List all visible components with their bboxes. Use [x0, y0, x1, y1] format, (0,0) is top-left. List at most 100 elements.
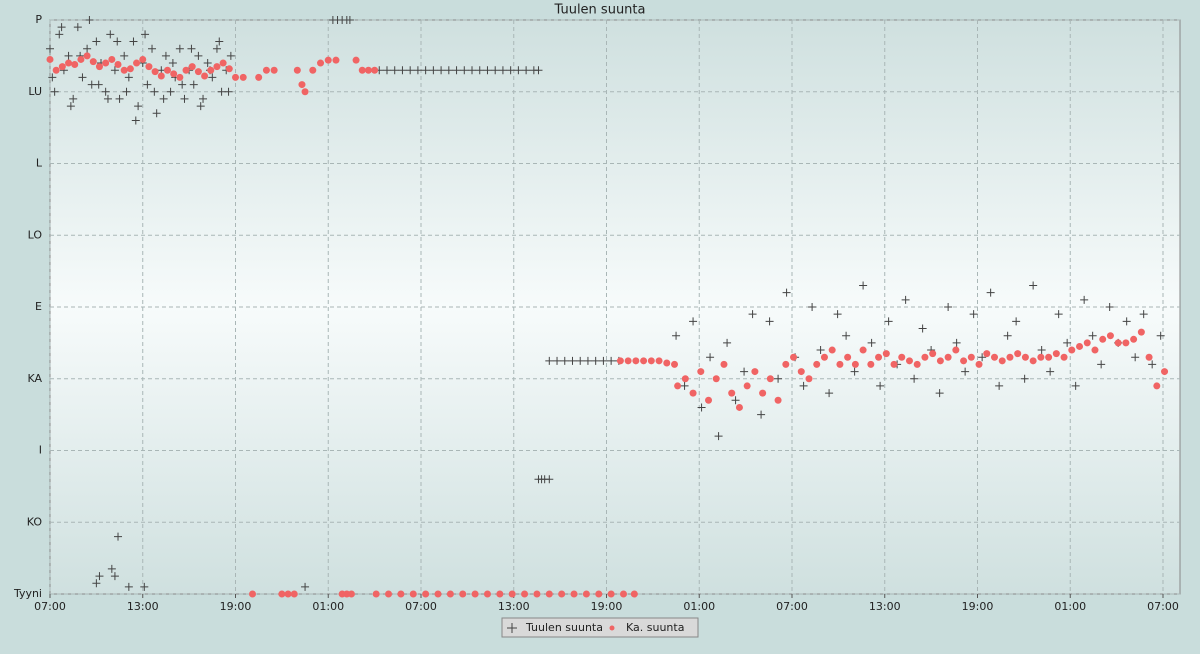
data-point: [797, 368, 805, 376]
y-tick-label: KO: [27, 515, 43, 528]
data-point: [521, 590, 529, 598]
data-point: [805, 375, 813, 383]
data-point: [960, 357, 968, 365]
y-tick-label: KA: [27, 372, 42, 385]
data-point: [774, 396, 782, 404]
data-point: [372, 590, 380, 598]
data-point: [122, 87, 131, 96]
data-point: [1105, 303, 1114, 311]
data-point: [576, 356, 585, 365]
data-point: [332, 56, 340, 64]
data-point: [364, 66, 372, 74]
x-tick-label: 19:00: [591, 600, 623, 613]
data-point: [194, 68, 202, 76]
data-point: [148, 44, 157, 53]
data-point: [85, 16, 94, 24]
data-point: [844, 353, 852, 361]
x-tick-label: 13:00: [498, 600, 530, 613]
data-point: [189, 80, 198, 89]
data-point: [765, 317, 774, 326]
data-point: [978, 353, 987, 362]
data-point: [64, 51, 73, 60]
data-point: [83, 44, 92, 53]
data-point: [545, 356, 554, 365]
data-point: [714, 432, 723, 441]
data-point: [178, 80, 187, 89]
data-point: [568, 356, 577, 365]
data-point: [358, 66, 366, 74]
data-point: [176, 73, 184, 81]
data-point: [46, 44, 54, 53]
data-point: [1122, 317, 1131, 326]
data-point: [166, 87, 175, 96]
y-tick-label: LU: [28, 85, 42, 98]
data-point: [92, 579, 101, 588]
data-point: [208, 73, 217, 82]
data-point: [140, 582, 149, 591]
data-point: [1148, 360, 1157, 369]
data-point: [1080, 295, 1089, 304]
data-point: [102, 59, 110, 67]
data-point: [78, 73, 87, 82]
data-point: [1156, 331, 1165, 340]
data-point: [89, 58, 97, 66]
data-point: [255, 73, 263, 81]
data-point: [570, 590, 578, 598]
data-point: [1068, 346, 1076, 354]
data-point: [1076, 342, 1084, 350]
x-tick-label: 19:00: [962, 600, 994, 613]
data-point: [808, 303, 817, 311]
data-point: [390, 66, 399, 75]
data-point: [459, 590, 467, 598]
data-point: [468, 66, 477, 75]
data-point: [120, 51, 129, 60]
data-point: [134, 102, 143, 111]
data-point: [103, 94, 112, 103]
data-point: [751, 368, 759, 376]
data-point: [740, 367, 749, 376]
data-point: [114, 60, 122, 68]
data-point: [1014, 350, 1022, 358]
data-point: [1161, 368, 1169, 376]
data-point: [674, 382, 682, 390]
data-point: [1122, 339, 1130, 347]
y-tick-label: LO: [28, 228, 43, 241]
data-point: [706, 353, 715, 362]
data-point: [215, 37, 224, 46]
data-point: [152, 109, 161, 118]
data-point: [1029, 281, 1038, 290]
data-point: [95, 572, 104, 581]
data-point: [498, 66, 507, 75]
x-tick-label: 07:00: [776, 600, 808, 613]
y-tick-label: Tyyni: [13, 587, 42, 600]
data-point: [249, 590, 257, 598]
data-point: [850, 367, 859, 376]
data-point: [731, 396, 740, 405]
data-point: [697, 368, 705, 376]
data-point: [434, 590, 442, 598]
data-point: [813, 360, 821, 368]
data-point: [1099, 335, 1107, 343]
data-point: [213, 63, 221, 71]
data-point: [1054, 310, 1063, 319]
data-point: [991, 353, 999, 361]
data-point: [483, 590, 491, 598]
data-point: [560, 356, 569, 365]
data-point: [1137, 328, 1145, 336]
data-point: [558, 590, 566, 598]
data-point: [94, 80, 103, 89]
data-point: [689, 317, 698, 326]
data-point: [1003, 331, 1012, 340]
data-point: [766, 375, 774, 383]
data-point: [188, 63, 196, 71]
data-point: [55, 30, 64, 39]
data-point: [828, 346, 836, 354]
data-point: [867, 338, 876, 347]
data-point: [110, 572, 119, 581]
y-tick-label: P: [35, 13, 42, 26]
data-point: [689, 389, 697, 397]
data-point: [298, 81, 306, 89]
data-point: [199, 94, 208, 103]
data-point: [175, 44, 184, 53]
data-point: [757, 410, 766, 419]
